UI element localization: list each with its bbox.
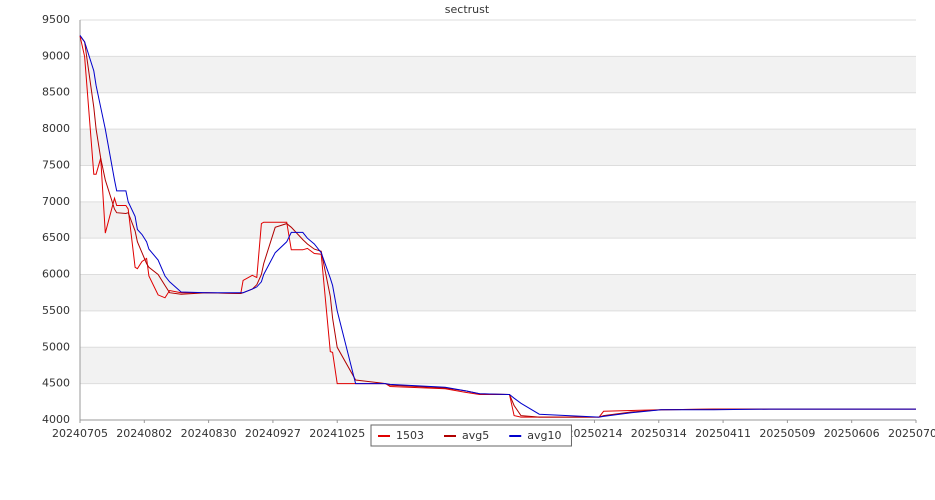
y-tick-label: 8000	[42, 122, 70, 135]
grid-band	[80, 201, 916, 239]
x-tick-label: 20250509	[759, 427, 815, 440]
x-tick-label: 20240705	[52, 427, 108, 440]
x-tick-label: 20250411	[695, 427, 751, 440]
y-tick-label: 5500	[42, 304, 70, 317]
legend-label: 1503	[396, 429, 424, 442]
series-line	[79, 35, 916, 418]
grid-band	[80, 56, 916, 93]
x-tick-label: 20241025	[309, 427, 365, 440]
x-tick-label: 20250704	[888, 427, 935, 440]
legend-box	[370, 424, 572, 447]
y-tick-label: 4500	[42, 377, 70, 390]
legend: 1503 avg5 avg10	[370, 424, 572, 447]
y-tick-label: 4000	[42, 413, 70, 426]
x-tick-label: 20240830	[181, 427, 237, 440]
x-tick-label: 20250314	[631, 427, 687, 440]
x-tick-label: 20250214	[566, 427, 622, 440]
y-tick-label: 9500	[42, 13, 70, 26]
x-tick-label: 20250606	[824, 427, 880, 440]
x-tick-label: 20240802	[116, 427, 172, 440]
legend-label: avg5	[462, 429, 489, 442]
y-tick-label: 6500	[42, 231, 70, 244]
grid-band	[80, 347, 916, 384]
series-line	[79, 35, 916, 418]
y-tick-label: 5000	[42, 340, 70, 353]
chart-title: sectrust	[445, 3, 490, 16]
legend-label: avg10	[527, 429, 561, 442]
x-tick-label: 20240927	[245, 427, 301, 440]
y-tick-label: 7000	[42, 195, 70, 208]
y-tick-label: 8500	[42, 86, 70, 99]
y-tick-label: 9000	[42, 49, 70, 62]
grid-band	[80, 129, 916, 166]
series-line	[79, 35, 916, 418]
y-tick-label: 7500	[42, 158, 70, 171]
y-tick-label: 6000	[42, 268, 70, 281]
